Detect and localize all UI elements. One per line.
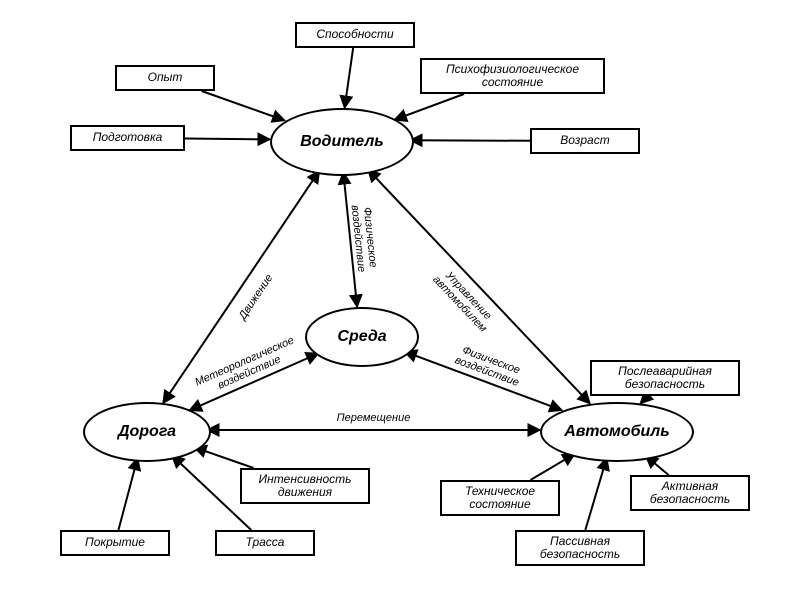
node-surface: Покрытие	[60, 530, 170, 556]
node-road: Дорога	[83, 402, 211, 462]
node-tech: Техническоесостояние	[440, 480, 560, 516]
edge-prep-driver	[185, 139, 270, 140]
node-postacc: Послеаварийнаябезопасность	[590, 360, 740, 396]
edge-tech-car	[530, 454, 575, 480]
node-age: Возраст	[530, 128, 640, 154]
node-passive: Пассивнаябезопасность	[515, 530, 645, 566]
node-psycho: Психофизиологическоесостояние	[420, 58, 605, 94]
node-exp: Опыт	[115, 65, 215, 91]
edge-ability-driver	[345, 48, 354, 108]
edge-postacc-car	[640, 396, 647, 404]
edge-passive-car	[585, 458, 606, 530]
edge-label-road-car: Перемещение	[337, 412, 411, 424]
edge-intens-road	[194, 447, 254, 468]
edge-surface-road	[118, 458, 137, 530]
node-intens: Интенсивностьдвижения	[240, 468, 370, 504]
node-active: Активнаябезопасность	[630, 475, 750, 511]
edge-psycho-driver	[394, 94, 464, 120]
node-prep: Подготовка	[70, 125, 185, 151]
diagram-canvas: Водитель Среда Дорога Автомобиль Способности…	[0, 0, 800, 600]
node-route: Трасса	[215, 530, 315, 556]
edge-exp-driver	[202, 91, 285, 120]
node-driver: Водитель	[270, 108, 414, 176]
node-env: Среда	[305, 307, 419, 367]
node-car: Автомобиль	[540, 402, 694, 462]
node-ability: Способности	[295, 22, 415, 48]
